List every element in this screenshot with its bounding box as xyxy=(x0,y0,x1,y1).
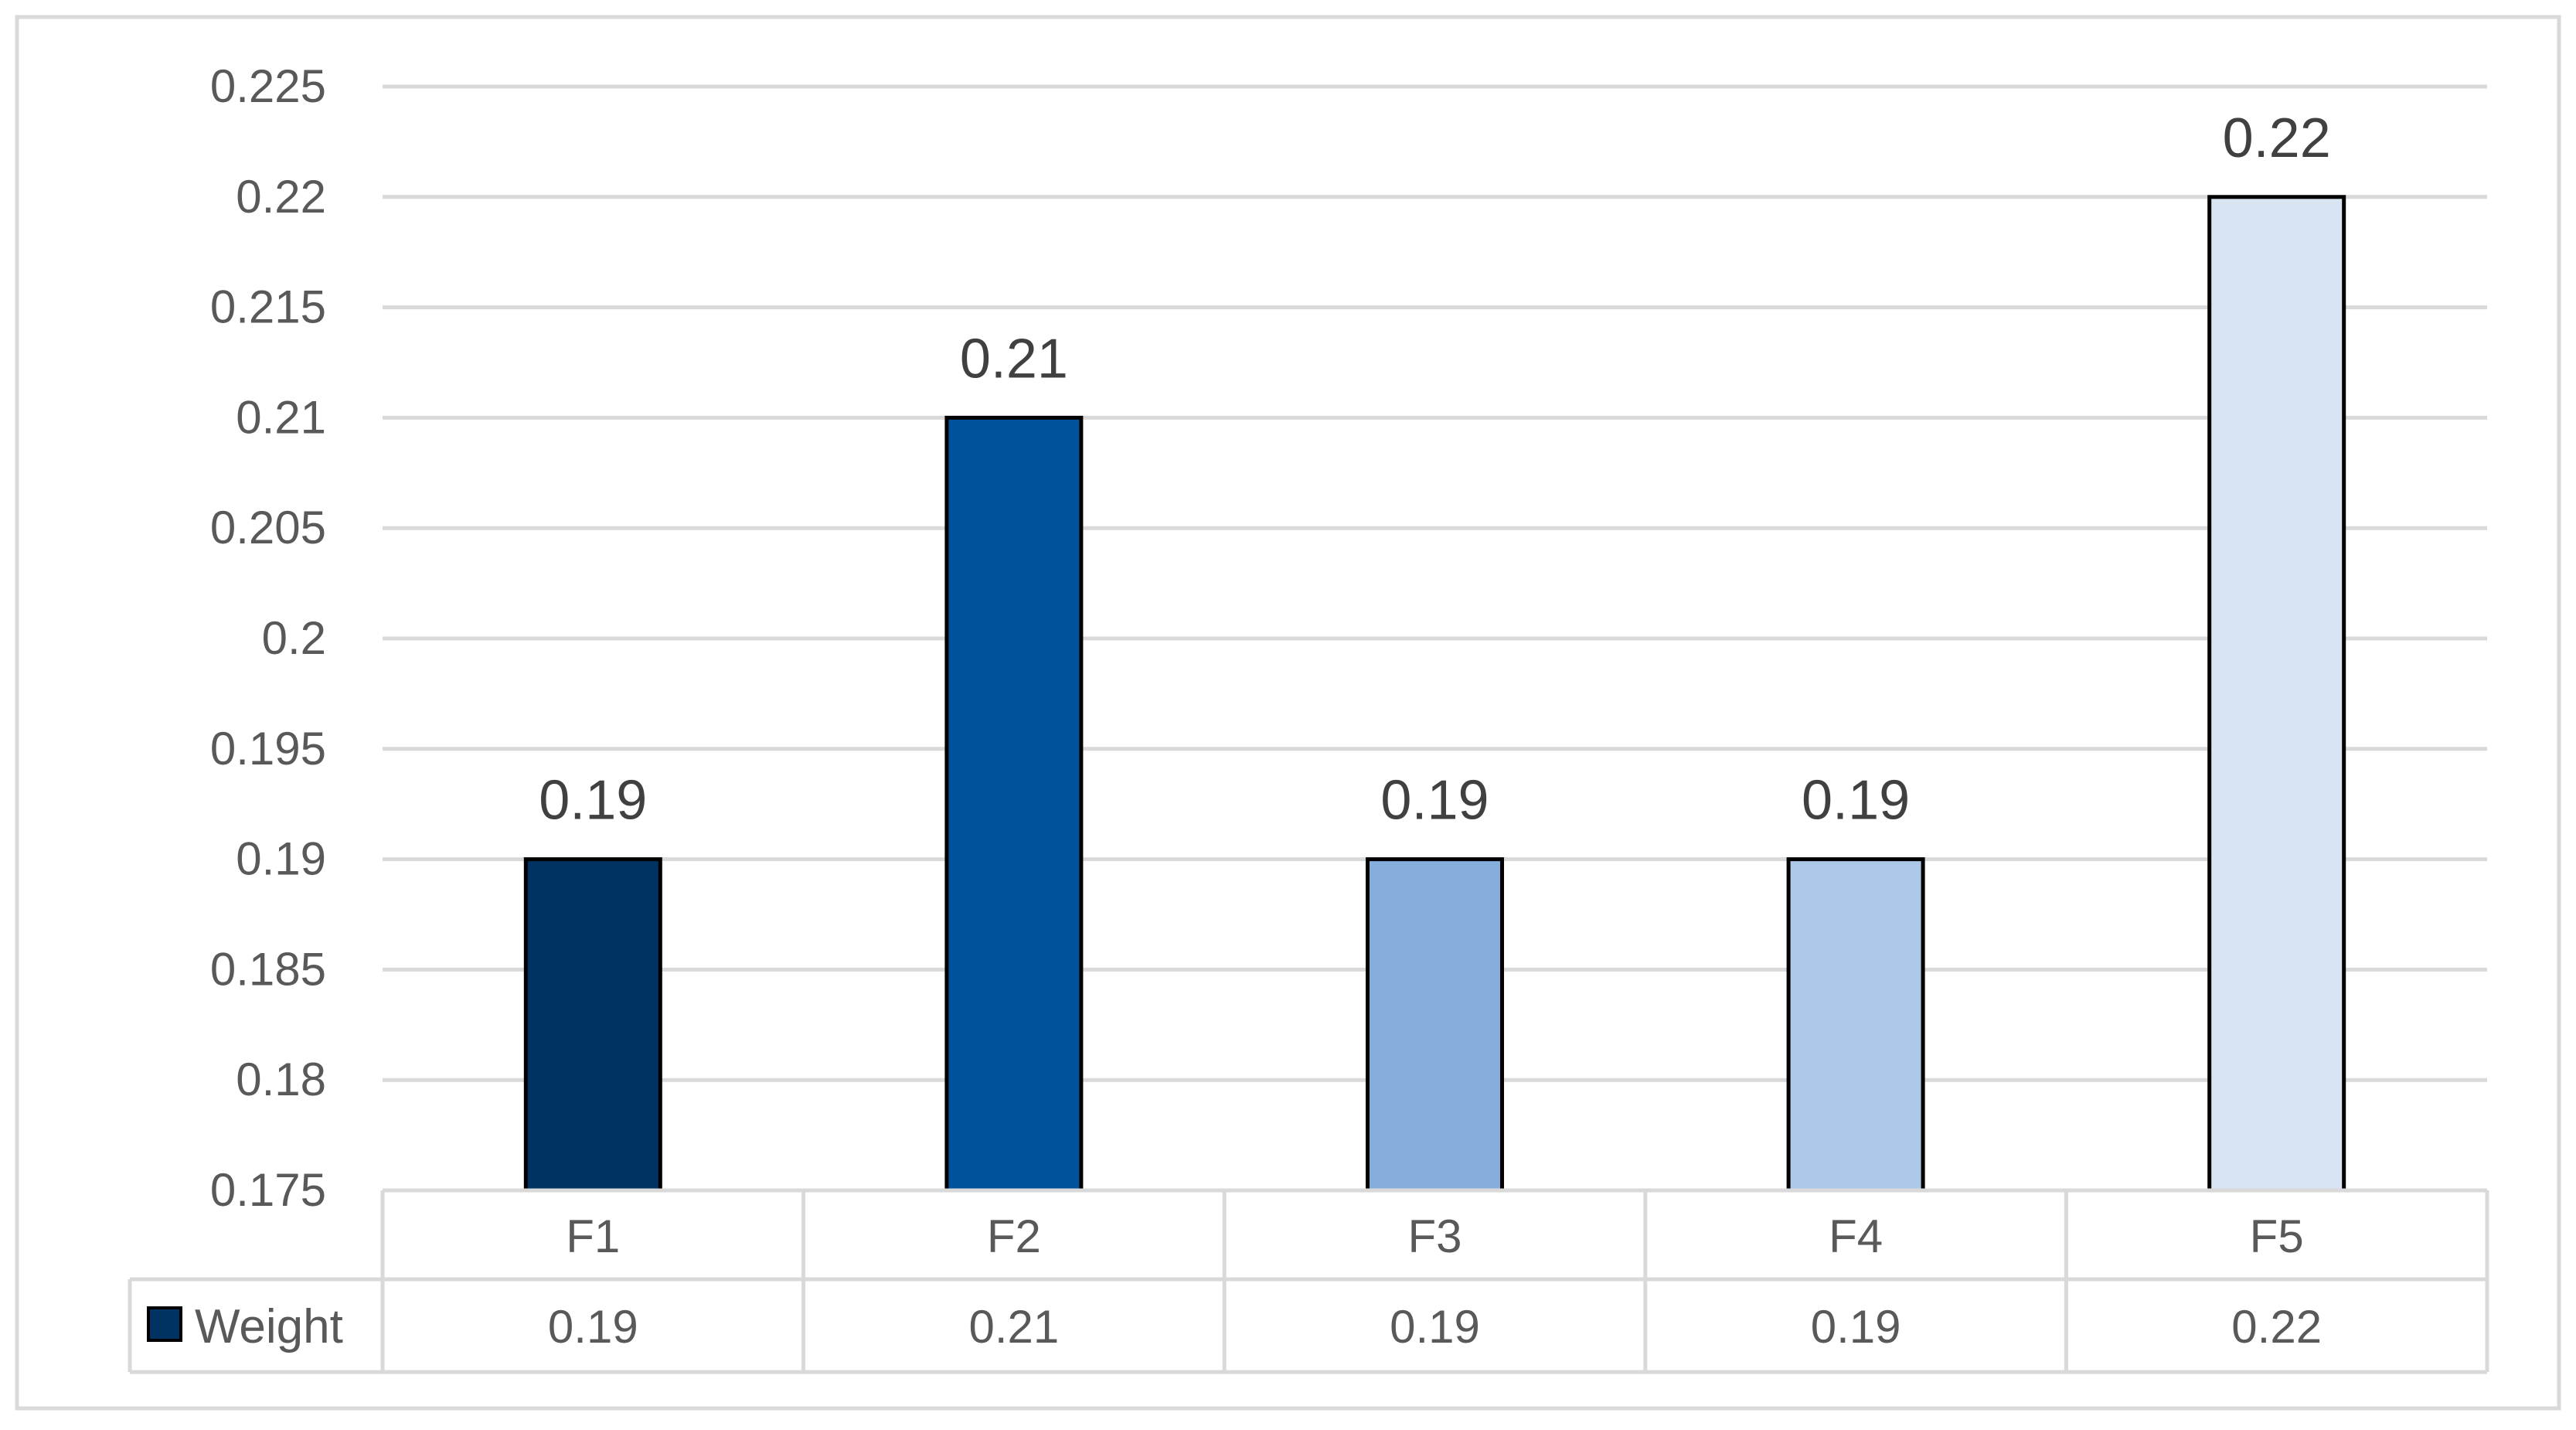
bar-f5 xyxy=(2207,195,2346,1193)
category-label: F1 xyxy=(566,1210,620,1262)
y-tick-label: 0.21 xyxy=(236,391,326,443)
legend-key xyxy=(147,1306,182,1342)
bar-f2 xyxy=(944,415,1084,1193)
y-tick-label: 0.22 xyxy=(236,171,326,223)
chart-frame xyxy=(15,15,2561,1411)
table-row-label: Weight xyxy=(195,1300,343,1353)
y-axis-tick-labels: 0.225 0.22 0.215 0.21 0.205 0.2 0.195 0.19 0.185… xyxy=(210,60,326,1216)
y-tick-label: 0.175 xyxy=(210,1164,326,1216)
table-value: 0.19 xyxy=(1390,1301,1480,1353)
bar-f1 xyxy=(523,857,662,1193)
category-label: F4 xyxy=(1829,1210,1883,1262)
data-label: 0.21 xyxy=(960,328,1068,390)
table-value: 0.19 xyxy=(1811,1301,1901,1353)
y-tick-label: 0.195 xyxy=(210,723,326,775)
y-tick-label: 0.2 xyxy=(262,612,326,664)
y-tick-label: 0.225 xyxy=(210,60,326,112)
table-value: 0.21 xyxy=(969,1301,1060,1353)
y-tick-label: 0.215 xyxy=(210,281,326,333)
y-tick-label: 0.185 xyxy=(210,943,326,995)
category-label: F2 xyxy=(987,1210,1041,1262)
data-label: 0.19 xyxy=(1802,770,1910,832)
bar-f4 xyxy=(1786,857,1925,1193)
bar-f3 xyxy=(1366,857,1504,1193)
data-label: 0.22 xyxy=(2223,107,2331,169)
category-label: F3 xyxy=(1407,1210,1462,1262)
data-label: 0.19 xyxy=(539,770,647,832)
table-value: 0.22 xyxy=(2231,1301,2322,1353)
y-tick-label: 0.205 xyxy=(210,502,326,553)
data-table: F1 0.19 F2 0.21 F3 0.19 F4 0.19 F5 0.22 Weight xyxy=(128,1188,2489,1374)
y-tick-label: 0.18 xyxy=(236,1054,326,1105)
table-value: 0.19 xyxy=(548,1301,638,1353)
data-label: 0.19 xyxy=(1380,770,1489,832)
y-tick-label: 0.19 xyxy=(236,833,326,885)
category-label: F5 xyxy=(2250,1210,2304,1262)
data-labels: 0.19 0.21 0.19 0.19 0.22 xyxy=(539,107,2331,832)
